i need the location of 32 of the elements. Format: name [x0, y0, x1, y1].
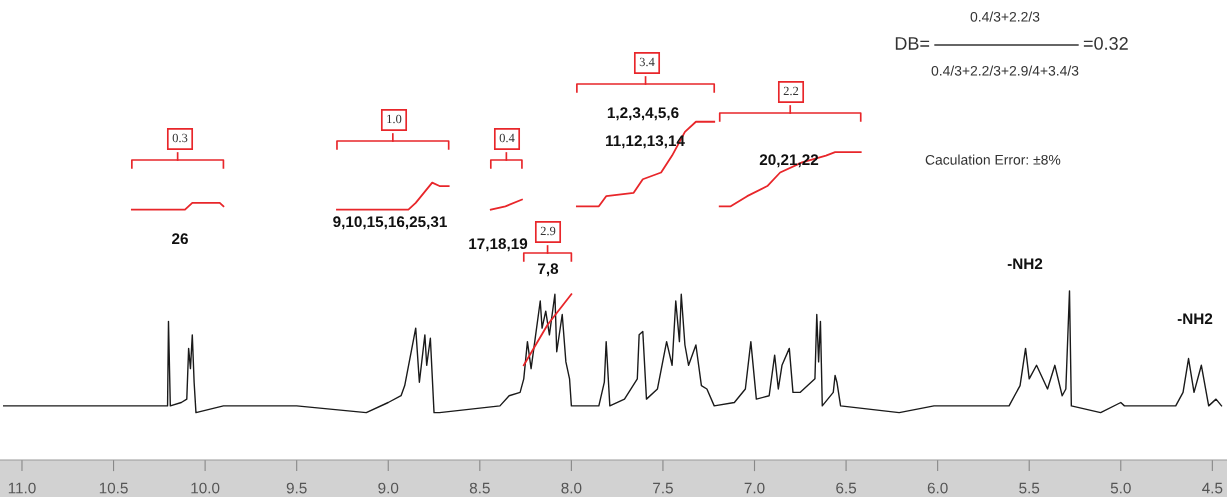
x-tick-label: 9.0: [378, 482, 399, 494]
x-tick-label: 11.0: [8, 482, 36, 494]
x-tick-label: 6.0: [927, 482, 948, 494]
text: 2.2: [783, 86, 799, 96]
text: 0.4/3+2.2/3: [970, 11, 1040, 22]
x-tick-label: 7.0: [744, 482, 765, 494]
x-tick-label: 8.5: [469, 482, 490, 494]
annotation: 7,8: [538, 263, 559, 277]
annotation: Caculation Error: ±8%: [925, 154, 1061, 165]
annotation: 26: [172, 233, 188, 245]
annotation: 17,18,19: [469, 238, 528, 252]
text: 0.4/3+2.2/3+2.9/4+3.4/3: [931, 65, 1079, 76]
x-tick-label: 7.5: [653, 482, 673, 494]
text: 1,2,3,4,5,6: [607, 107, 679, 121]
x-tick-label: 10.5: [99, 482, 128, 494]
x-tick-label: 9.5: [286, 482, 307, 494]
x-tick-label: 5.5: [1019, 482, 1040, 494]
x-tick-label: 8.0: [561, 482, 582, 494]
annotation: -NH2: [1177, 313, 1213, 324]
annotation: -NH2: [1007, 258, 1043, 269]
annotation: 0.4: [499, 133, 515, 143]
text: DB=: [895, 37, 930, 50]
text: 3.4: [639, 57, 655, 67]
annotation: 9,10,15,16,25,31: [333, 216, 447, 230]
x-tick-label: 10.0: [191, 482, 220, 494]
annotation: 1.0: [387, 114, 402, 124]
x-tick-label: 4.5: [1202, 482, 1223, 494]
annotation: 2.9: [540, 226, 556, 236]
x-tick-label: 6.5: [836, 482, 857, 494]
annotation: 0.3: [172, 133, 188, 143]
x-tick-label: 5.0: [1110, 482, 1131, 494]
text: =0.32: [1083, 37, 1128, 50]
